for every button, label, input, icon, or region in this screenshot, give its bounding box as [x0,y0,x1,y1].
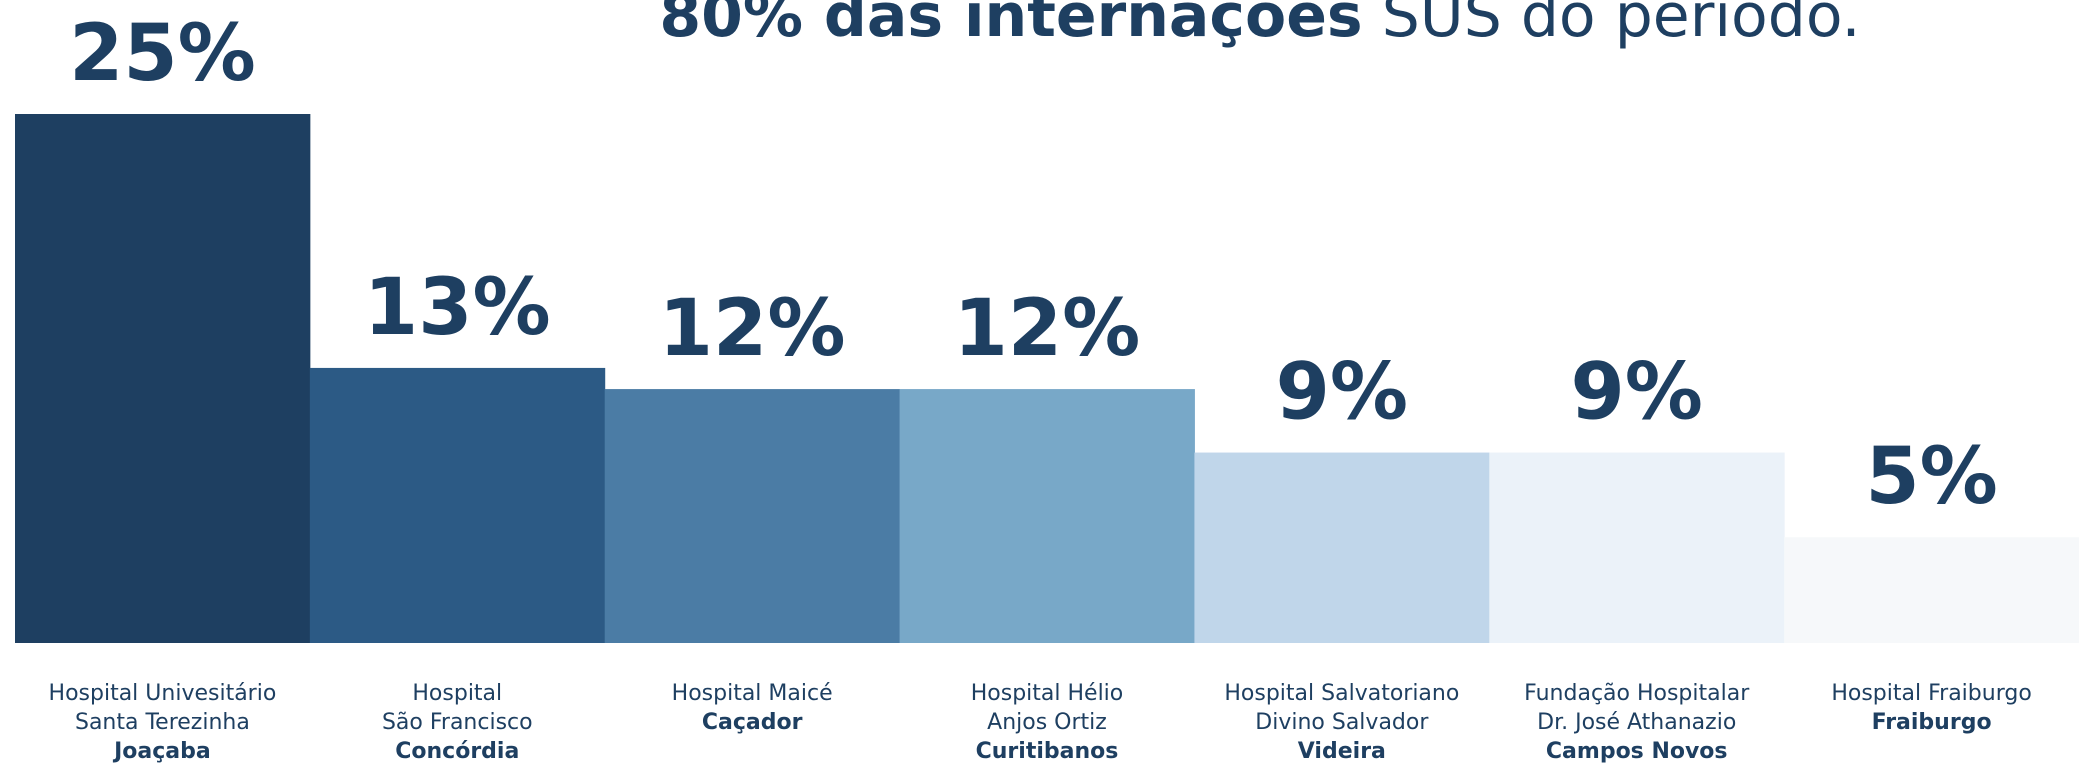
category-label: Fraiburgo [1872,710,1992,735]
bar [604,389,901,643]
category-label: Hospital Univesitário [49,681,277,706]
category-label: Hospital [412,681,502,706]
category-label: Hospital Hélio [971,681,1124,706]
bar [15,114,311,643]
category-label: Dr. José Athanazio [1537,710,1736,735]
value-label: 9% [1276,348,1408,438]
category-label: Hospital Fraiburgo [1831,681,2031,706]
value-label: 12% [954,284,1141,374]
category-label: Curitibanos [976,739,1119,764]
category-label: Divino Salvador [1255,710,1429,735]
category-label: Anjos Ortiz [987,710,1107,735]
value-label: 5% [1865,432,1997,522]
category-label: Fundação Hospitalar [1524,681,1750,706]
category-label: Caçador [702,710,803,735]
bar [1194,452,1490,643]
chart-title: 80% das internações SUS do período. [659,0,1860,51]
category-label: Campos Novos [1546,739,1728,764]
title-regular: SUS do período. [1382,0,1861,51]
bar [309,367,606,643]
category-label: Santa Terezinha [75,710,250,735]
category-label: Hospital Maicé [672,681,833,706]
bar [1489,452,1785,643]
bar [899,389,1195,643]
title-bold: 80% das internações [659,0,1362,51]
category-label: São Francisco [382,710,533,735]
value-label: 12% [659,284,846,374]
bar [1784,537,2079,643]
category-label: Hospital Salvatoriano [1224,681,1459,706]
category-label: Concórdia [395,739,519,764]
category-label: Joaçaba [112,739,211,764]
value-label: 9% [1570,348,1702,438]
value-label: 13% [364,263,551,353]
value-label: 25% [69,9,256,99]
category-label: Videira [1298,739,1386,764]
